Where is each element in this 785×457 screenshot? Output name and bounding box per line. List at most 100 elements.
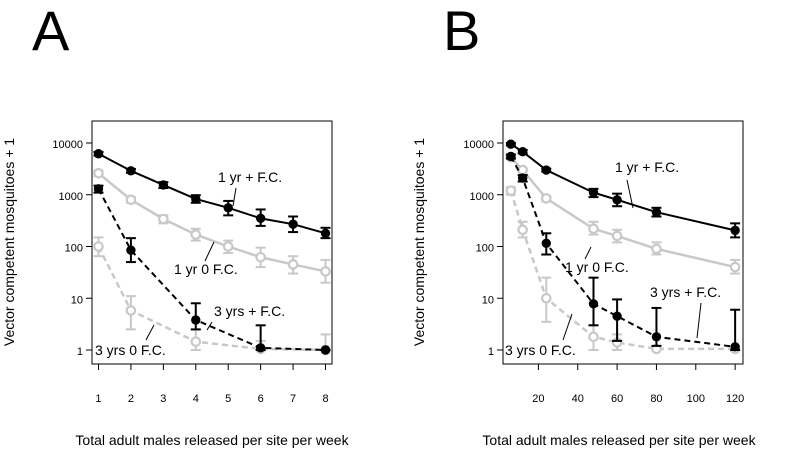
data-point [93,241,104,252]
series-line [509,155,736,348]
panel-a-label-1yr-0fc: 1 yr 0 F.C. [174,261,238,277]
data-point [517,173,528,183]
data-point [125,194,137,206]
panel-a-label-1yr-fc: 1 yr + F.C. [218,169,282,185]
panel-b-series-1-yr-0-f-c- [505,151,741,275]
panel-a-y-axis-title: Vector competent mosquitoes + 1 [1,138,17,346]
data-point [126,166,136,176]
data-point [93,149,104,159]
data-point [588,331,599,343]
data-point [612,311,622,321]
data-point [287,259,299,270]
data-point [255,213,266,224]
data-point [506,151,516,162]
panel-b-leader-3yrs-fc [696,302,702,339]
data-point [651,332,662,342]
panel-a-annotations: 1 yr + F.C. 1 yr 0 F.C. 3 yrs + F.C. 3 y… [95,169,285,358]
data-point [222,241,234,252]
panel-b-y-tick-label: 1000 [470,191,494,203]
panel-a-letter: A [32,0,70,62]
panel-b-plot-frame [502,120,744,365]
data-point [611,230,623,242]
panel-b-x-axis-title: Total adult males released per site per … [482,432,756,448]
data-point [612,195,622,205]
panel-b-x-tick-label: 80 [650,393,662,405]
panel-a-x-axis: 1 2 3 4 5 6 7 8 [95,364,329,405]
panel-a-x-tick-label: 5 [225,393,231,405]
panel-a-series [93,149,331,356]
panel-a: A 1 10 100 1000 10000 1 2 3 4 5 6 7 8 Total adult m… [1,0,350,448]
panel-b-label-3yrs-0fc: 3 yrs 0 F.C. [505,342,576,358]
panel-b-label-1yr-0fc: 1 yr 0 F.C. [565,259,629,275]
data-point [517,224,528,236]
panel-b-letter: B [443,0,480,62]
data-point [126,245,136,255]
data-point [320,228,331,238]
panel-a-y-tick-label: 10 [71,294,83,306]
data-point [93,167,104,179]
data-point [255,251,266,263]
data-point [93,184,104,194]
data-point [191,194,201,204]
panel-b-annotations: 1 yr + F.C. 1 yr 0 F.C. 3 yrs + F.C. 3 y… [505,159,721,358]
data-point [729,261,741,273]
panel-b-leader-3yrs-0fc [562,313,573,341]
data-point [288,219,298,229]
data-point [223,203,233,213]
panel-b: B 1 10 100 1000 10000 20 40 60 80 100 120 Total a… [411,0,757,448]
panel-b-x-tick-label: 60 [611,393,623,405]
panel-b-series-1-yr-f-c- [505,139,741,239]
panel-b-y-tick-label: 10 [482,294,494,306]
panel-b-x-tick-label: 120 [726,393,744,405]
panel-a-series-3-yrs-0-f-c- [93,236,331,356]
data-point [190,229,202,240]
panel-a-y-tick-label: 100 [65,243,83,255]
panel-a-x-tick-label: 2 [128,393,134,405]
panel-b-label-3yrs-fc: 3 yrs + F.C. [650,284,721,300]
panel-b-y-tick-label: 1 [488,346,494,358]
panel-a-series-1-yr-0-f-c- [93,167,331,284]
panel-b-x-tick-label: 20 [532,393,544,405]
data-point [255,343,266,353]
panel-a-x-tick-label: 1 [95,393,101,405]
data-point [540,292,552,304]
panel-b-leader-1yr-fc [626,179,634,209]
data-point [517,146,528,157]
data-point [588,299,599,309]
panel-b-series [505,139,741,355]
panel-a-leader-1yr-fc [232,187,237,207]
data-point [517,164,528,176]
data-point [190,336,202,347]
data-point [651,243,662,255]
data-point [730,342,740,352]
panel-a-y-tick-label: 10000 [52,139,83,151]
data-point [320,345,331,355]
panel-a-x-tick-label: 3 [160,393,166,405]
data-point [540,193,552,204]
panel-a-series-3-yrs-f-c- [93,184,331,355]
panel-a-leader-1yr-0fc [204,241,215,262]
panel-a-x-tick-label: 6 [258,393,264,405]
data-point [158,213,169,225]
panel-a-plot-frame [91,120,333,365]
panel-b-y-tick-label: 10000 [463,139,494,151]
data-point [191,315,201,325]
panel-a-y-tick-label: 1 [77,346,83,358]
data-point [125,305,137,316]
data-point [588,187,599,198]
data-point [541,238,551,249]
data-point [730,225,740,236]
panel-a-y-tick-label: 1000 [59,191,83,203]
panel-a-label-3yrs-fc: 3 yrs + F.C. [214,303,285,319]
panel-b-x-tick-label: 40 [572,393,584,405]
panel-a-label-3yrs-0fc: 3 yrs 0 F.C. [95,342,166,358]
panel-b-y-tick-label: 100 [476,243,494,255]
panel-b-label-1yr-fc: 1 yr + F.C. [615,159,679,175]
data-point [506,139,516,149]
data-point [588,223,599,235]
panel-a-x-tick-label: 4 [193,393,199,405]
panel-b-y-axis: 1 10 100 1000 10000 [463,139,503,358]
series-line [510,143,736,232]
panel-b-x-axis: 20 40 60 80 100 120 [532,364,744,405]
data-point [651,207,662,217]
